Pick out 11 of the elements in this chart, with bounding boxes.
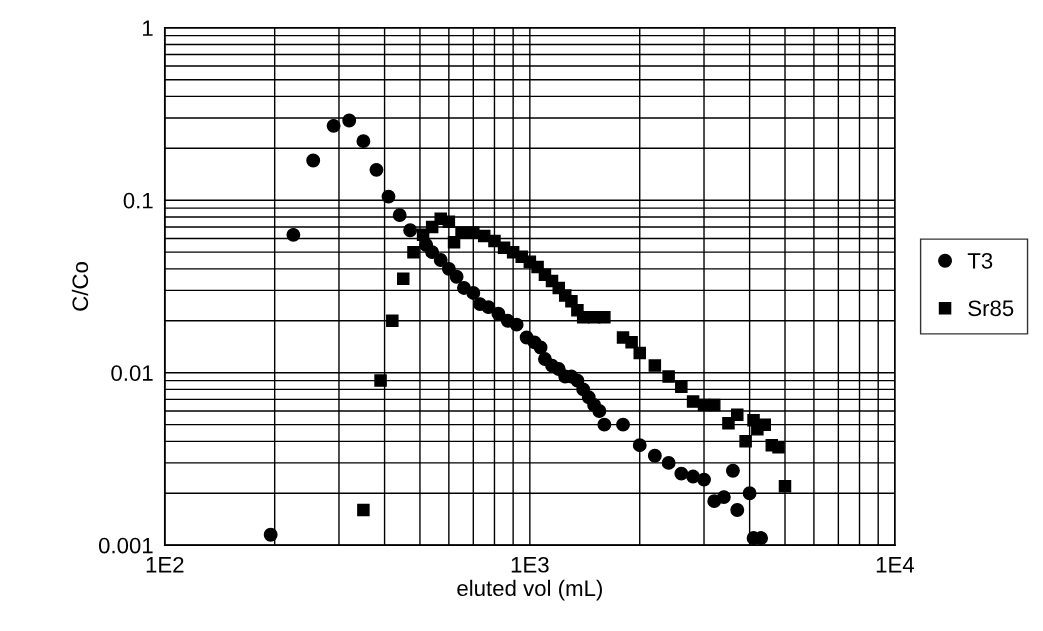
y-axis-title: C/Co (71, 262, 89, 311)
x-tick-label: 1E2 (146, 556, 184, 573)
legend-label: Sr85 (968, 300, 1014, 317)
x-tick-label: 1E3 (511, 556, 549, 573)
x-tick-label: 1E4 (876, 557, 915, 573)
legend-label: T3 (967, 253, 993, 269)
y-tick-label: 0.1 (123, 192, 153, 209)
x-axis-title: eluted vol (mL) (457, 579, 602, 601)
y-tick-label: 1 (143, 20, 153, 36)
y-tick-label: 0.01 (111, 365, 153, 381)
y-tick-label: 0.001 (98, 537, 153, 554)
